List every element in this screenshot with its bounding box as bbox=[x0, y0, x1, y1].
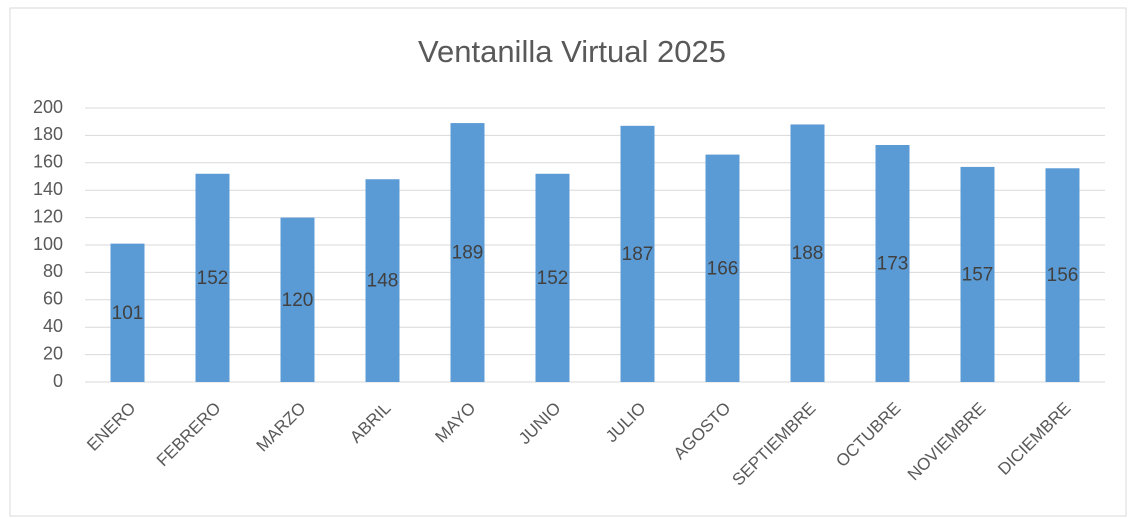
y-tick-label: 0 bbox=[53, 371, 63, 391]
bar bbox=[195, 173, 230, 382]
y-tick-label: 60 bbox=[43, 289, 63, 309]
y-tick-label: 20 bbox=[43, 343, 63, 363]
bar bbox=[535, 173, 570, 382]
y-tick-label: 140 bbox=[33, 179, 63, 199]
bar bbox=[450, 123, 485, 382]
bar bbox=[875, 144, 910, 382]
bar bbox=[365, 179, 400, 382]
data-label: 152 bbox=[197, 268, 229, 289]
y-tick-label: 120 bbox=[33, 206, 63, 226]
y-tick-label: 160 bbox=[33, 152, 63, 172]
y-tick-label: 40 bbox=[43, 316, 63, 336]
bar bbox=[1045, 168, 1080, 382]
data-label: 157 bbox=[962, 264, 994, 285]
y-tick-label: 180 bbox=[33, 124, 63, 144]
bar bbox=[620, 125, 655, 382]
chart-title: Ventanilla Virtual 2025 bbox=[418, 34, 726, 69]
data-label: 188 bbox=[792, 243, 824, 264]
bar bbox=[280, 217, 315, 382]
y-tick-label: 200 bbox=[33, 97, 63, 117]
data-label: 166 bbox=[707, 258, 739, 279]
y-tick-label: 80 bbox=[43, 261, 63, 281]
bar bbox=[960, 166, 995, 382]
bar bbox=[790, 124, 825, 382]
bar bbox=[705, 154, 740, 382]
data-label: 101 bbox=[112, 303, 144, 324]
data-label: 120 bbox=[282, 290, 314, 311]
data-label: 187 bbox=[622, 244, 654, 265]
data-label: 152 bbox=[537, 268, 569, 289]
data-label: 156 bbox=[1047, 265, 1079, 286]
data-label: 189 bbox=[452, 243, 484, 264]
data-label: 148 bbox=[367, 271, 399, 292]
bar bbox=[110, 243, 145, 382]
y-tick-label: 100 bbox=[33, 234, 63, 254]
data-label: 173 bbox=[877, 254, 909, 275]
